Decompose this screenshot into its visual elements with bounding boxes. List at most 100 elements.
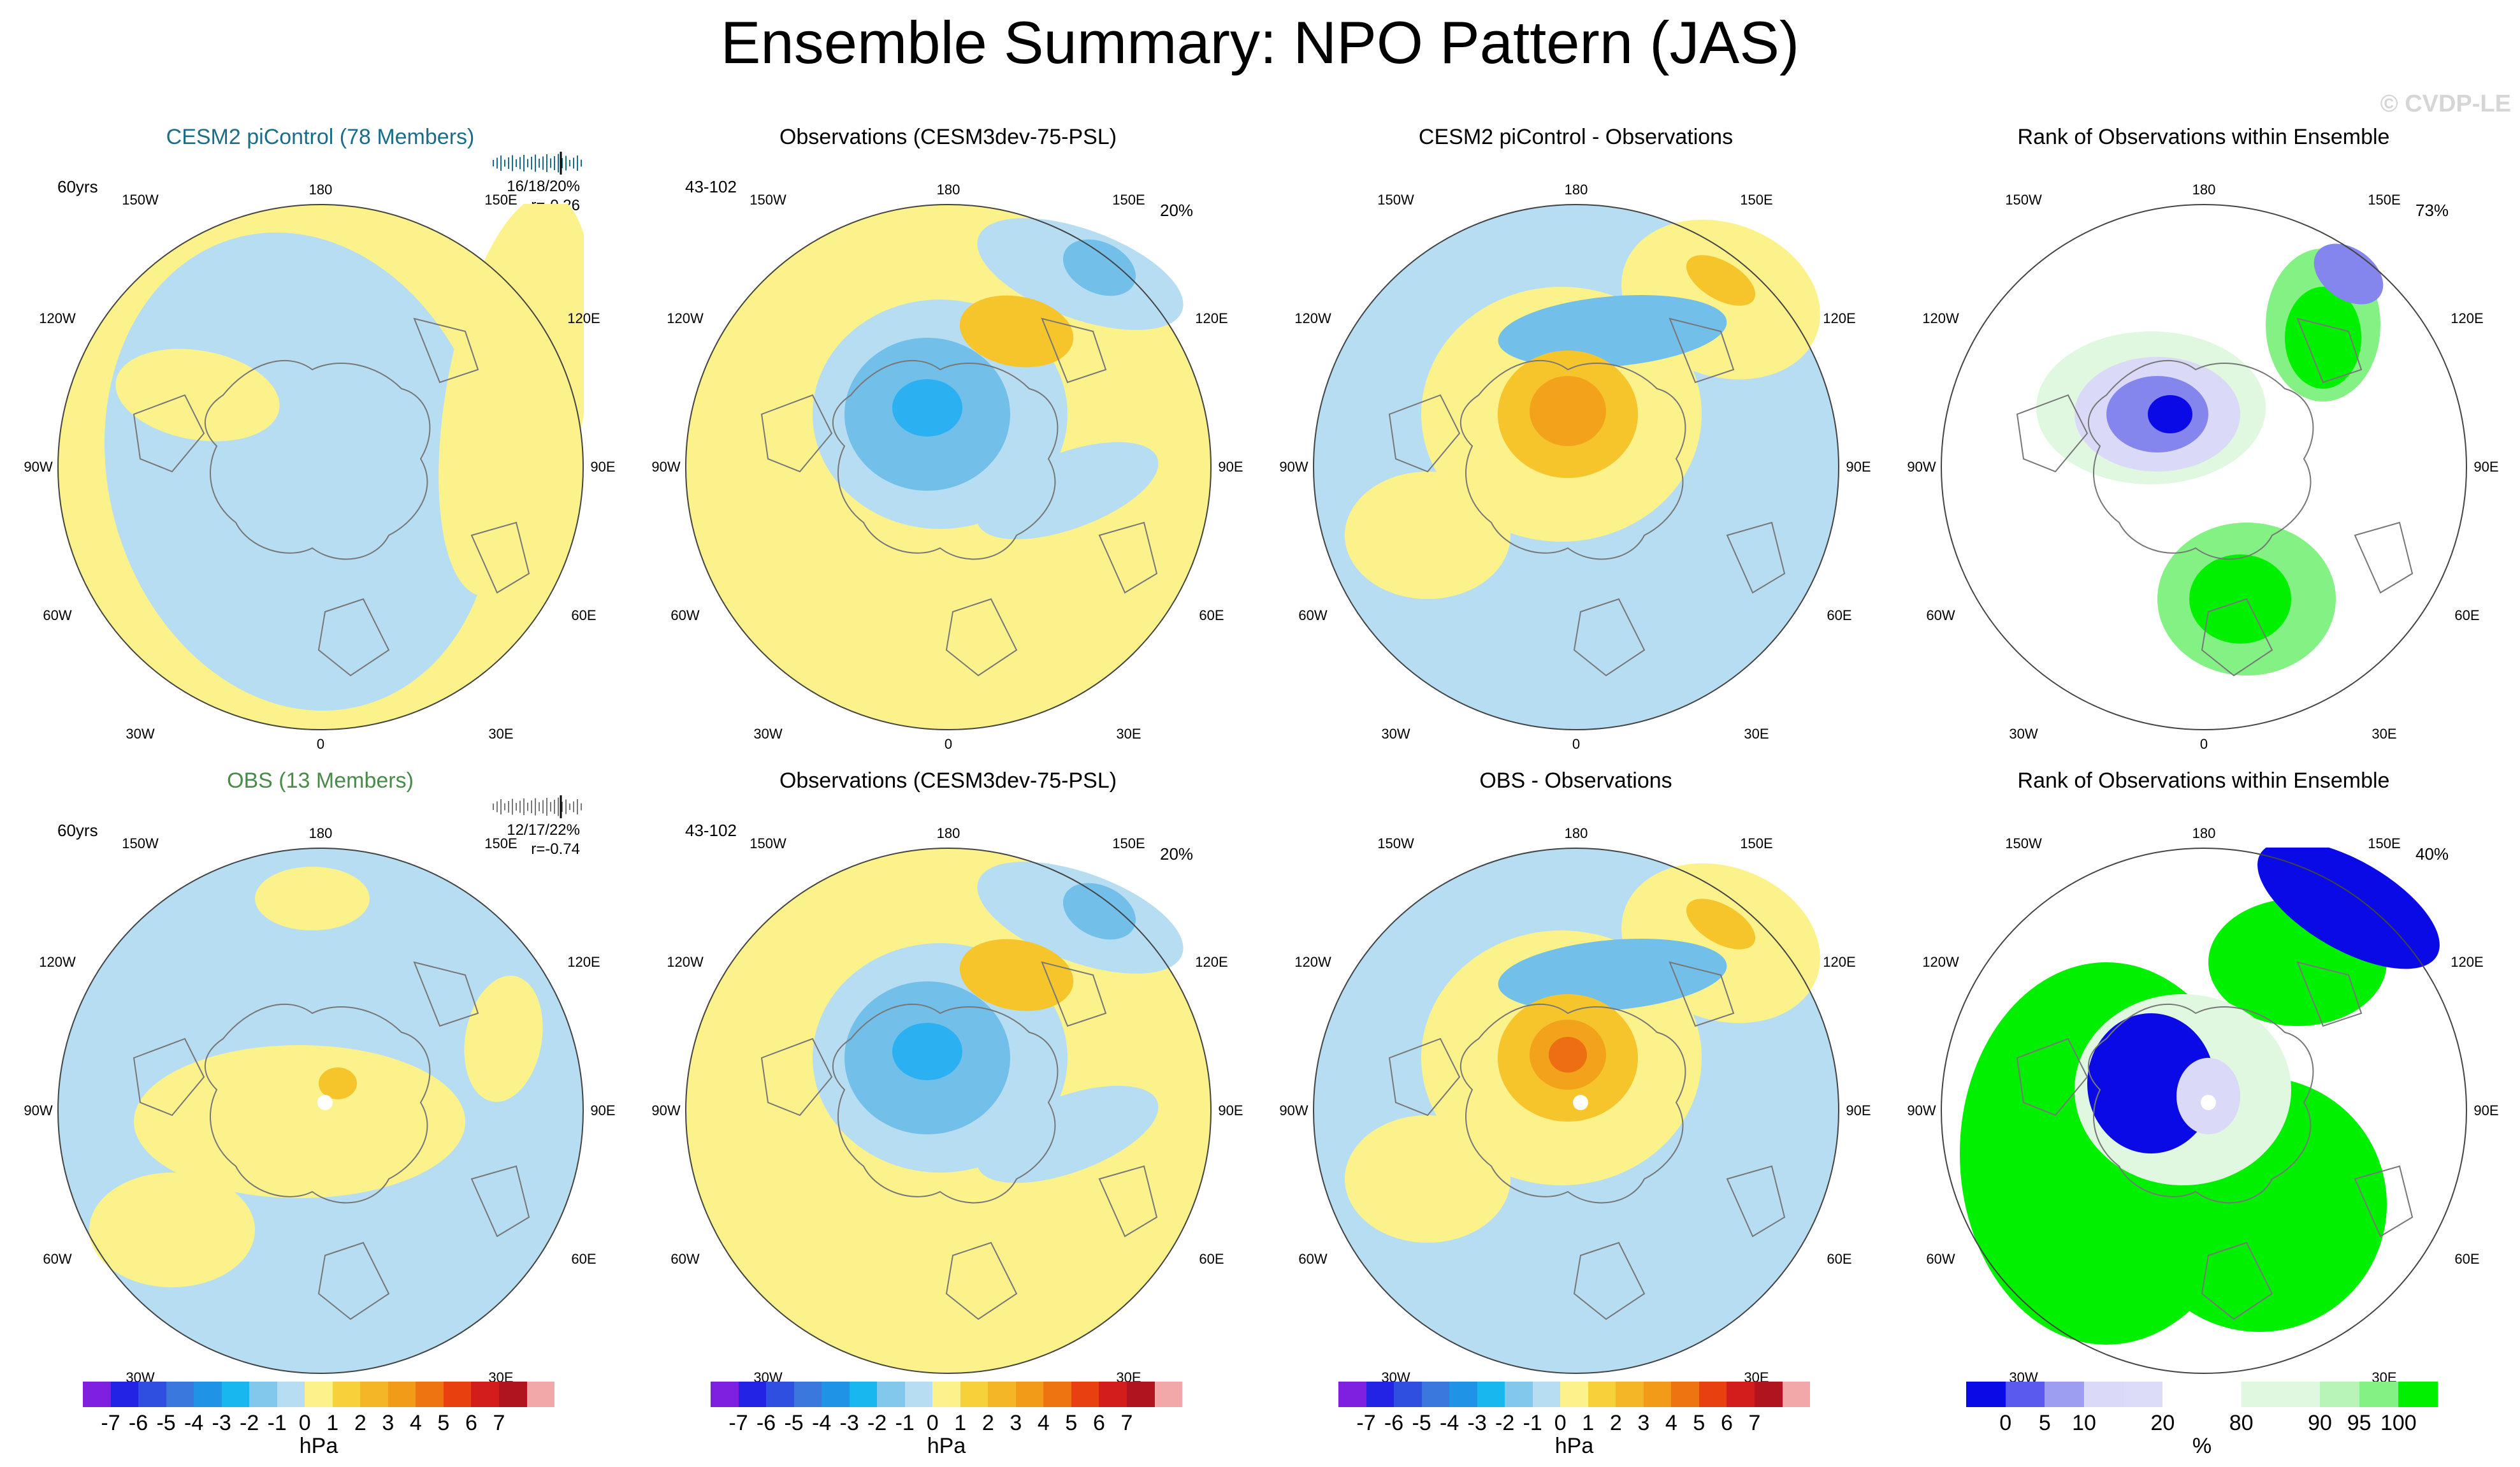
lon-label-r3: 90E: [590, 1102, 616, 1118]
colorbar-box: [526, 1382, 555, 1407]
colorbar-tick: -1: [895, 1411, 915, 1435]
colorbar-tick: -3: [1467, 1411, 1487, 1435]
colorbar-tick: 5: [1693, 1411, 1705, 1435]
colorbar-tick: 7: [493, 1411, 505, 1435]
colorbar-boxes: [1338, 1382, 1811, 1407]
lon-label-bottom: 0: [2199, 736, 2208, 752]
lon-label-top: 180: [308, 182, 333, 198]
lon-label-r4: 60E: [571, 607, 597, 623]
colorbar-hpa-2: -7 -6 -5 -4 -3 -2 -1 0 1 2 3 4 5 6 7 hPa: [679, 1382, 1307, 1464]
lon-label-l2: 120W: [1294, 310, 1331, 326]
colorbar-tick: 0: [926, 1411, 939, 1435]
colorbar-box: [738, 1382, 767, 1407]
colorbar-box: [2241, 1382, 2281, 1407]
colorbar-box: [2045, 1382, 2085, 1407]
period-label: 43-102: [685, 821, 737, 840]
colorbar-tick: -5: [156, 1411, 176, 1435]
map-panel-1: CESM2 piControl (78 Members) 60yrs 16/18/2…: [6, 96, 634, 752]
colorbar-box: [849, 1382, 878, 1407]
colorbar-box: [1643, 1382, 1672, 1407]
panel-title: CESM2 piControl (78 Members): [166, 125, 475, 149]
lon-label-top: 180: [936, 182, 960, 198]
lon-label-l4: 60W: [43, 607, 72, 623]
panel-title: OBS (13 Members): [227, 769, 414, 793]
colorbar-tick: -5: [1412, 1411, 1431, 1435]
lon-label-bottom: 0: [944, 736, 953, 752]
panel-title: OBS - Observations: [1479, 769, 1672, 793]
colorbar-box: [1126, 1382, 1155, 1407]
lon-label-r4: 60E: [2454, 607, 2480, 623]
lon-label-l1: 150W: [2005, 835, 2042, 851]
colorbar-box: [305, 1382, 333, 1407]
colorbar-box: [711, 1382, 739, 1407]
lon-label-r1: 150E: [484, 192, 518, 208]
colorbar-tick: 5: [2038, 1411, 2051, 1435]
lon-label-top: 180: [2192, 182, 2216, 198]
lon-label-r4: 60E: [1827, 1251, 1852, 1267]
page-title: Ensemble Summary: NPO Pattern (JAS): [720, 9, 1800, 76]
lon-label-l5: 30W: [1381, 726, 1410, 742]
lon-label-r1: 150E: [2368, 192, 2401, 208]
lon-label-r3: 90E: [1218, 459, 1243, 475]
colorbar-box: [1588, 1382, 1616, 1407]
colorbar-box: [1366, 1382, 1394, 1407]
colorbar-tick: -2: [240, 1411, 259, 1435]
colorbar-box: [1532, 1382, 1561, 1407]
colorbar-unit: %: [2192, 1434, 2212, 1458]
colorbar-box: [1154, 1382, 1183, 1407]
lon-label-r1: 150E: [1740, 192, 1773, 208]
colorbar-tick: 5: [437, 1411, 450, 1435]
lon-label-l2: 120W: [1922, 310, 1959, 326]
colorbar-tick: 7: [1120, 1411, 1133, 1435]
colorbar-tick: 0: [1999, 1411, 2012, 1435]
colorbar-box: [2359, 1382, 2399, 1407]
lon-label-l4: 60W: [43, 1251, 72, 1267]
colorbar-tick: 6: [465, 1411, 477, 1435]
stats-line-1: 16/18/20%: [507, 178, 580, 195]
colorbar-tick: 2: [354, 1411, 366, 1435]
colorbar-ticks: -7 -6 -5 -4 -3 -2 -1 0 1 2 3 4 5 6 7: [711, 1411, 1182, 1436]
lon-label-l4: 60W: [670, 1251, 700, 1267]
polar-map: 180 0 150W 120W 90W 60W 30W 150E 120E 90E 60E 30E: [24, 182, 615, 752]
lon-label-bottom: 0: [316, 736, 325, 752]
colorbar-box: [1754, 1382, 1783, 1407]
colorbar-box: [1071, 1382, 1099, 1407]
lon-label-l3: 90W: [1907, 459, 1936, 475]
colorbar-tick: 3: [1010, 1411, 1022, 1435]
colorbar-boxes: [83, 1382, 555, 1407]
colorbar-tick: 4: [409, 1411, 422, 1435]
colorbar-tick: 95: [2347, 1411, 2372, 1435]
colorbar-tick: 100: [2380, 1411, 2417, 1435]
lon-label-l5: 30W: [126, 726, 155, 742]
colorbar-box: [166, 1382, 194, 1407]
lon-label-top: 180: [1564, 182, 1588, 198]
colorbar-box: [960, 1382, 988, 1407]
lon-label-l3: 90W: [1279, 1102, 1308, 1118]
colorbar-tick: 5: [1065, 1411, 1078, 1435]
colorbar-box: [1782, 1382, 1811, 1407]
colorbar-ticks: -7 -6 -5 -4 -3 -2 -1 0 1 2 3 4 5 6 7: [1338, 1411, 1810, 1436]
colorbar-tick: 1: [326, 1411, 339, 1435]
colorbar-box: [988, 1382, 1016, 1407]
map-panel-6: Observations (CESM3dev-75-PSL) 43-102 20% …: [634, 739, 1262, 1396]
colorbar-box: [793, 1382, 822, 1407]
colorbar-box: [138, 1382, 166, 1407]
colorbar-box: [932, 1382, 960, 1407]
lon-label-r1: 150E: [2368, 835, 2401, 851]
colorbar-box: [2202, 1382, 2241, 1407]
colorbar-tick: -1: [267, 1411, 287, 1435]
colorbar-box: [1505, 1382, 1533, 1407]
colorbar-tick: -7: [1356, 1411, 1376, 1435]
colorbar-tick: -3: [839, 1411, 859, 1435]
colorbar-ticks: 0 5 10 20 80 90 95 100: [1966, 1411, 2438, 1436]
colorbar-box: [443, 1382, 472, 1407]
polar-map: 180 0 150W 120W 90W 60W 30W 150E 120E 90E 60E 30E: [651, 182, 1243, 752]
lon-label-r3: 90E: [1218, 1102, 1243, 1118]
colorbar-hpa-3: -7 -6 -5 -4 -3 -2 -1 0 1 2 3 4 5 6 7 hPa: [1307, 1382, 1934, 1464]
colorbar-tick: 4: [1665, 1411, 1677, 1435]
lon-label-l2: 120W: [667, 954, 704, 970]
lon-label-l3: 90W: [24, 1102, 53, 1118]
percent-label: 73%: [2415, 201, 2449, 220]
lon-label-l2: 120W: [1294, 954, 1331, 970]
colorbar-tick: 7: [1748, 1411, 1761, 1435]
